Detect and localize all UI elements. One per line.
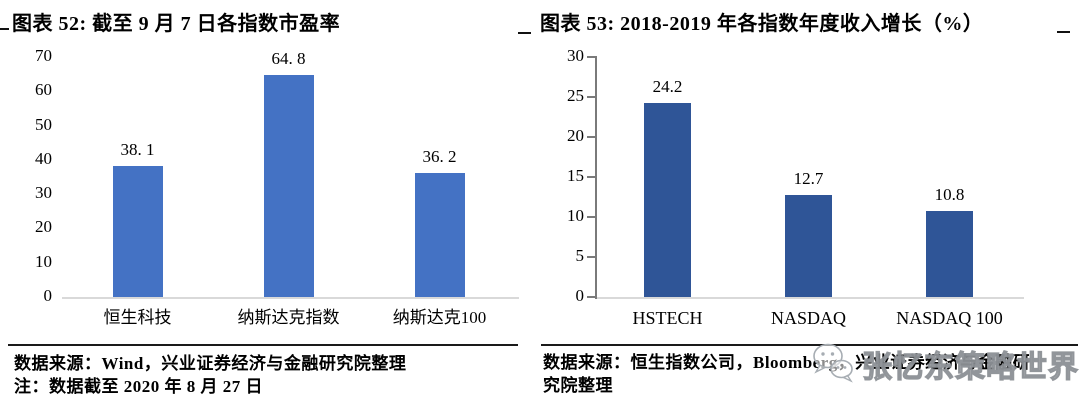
- y-axis-tick: [587, 216, 595, 218]
- divider-line: [8, 344, 518, 346]
- y-axis-label: 20: [567, 126, 584, 145]
- border-mark: [518, 32, 531, 34]
- bar: [112, 166, 163, 297]
- x-axis-baseline: [62, 297, 519, 299]
- x-axis-label: 恒生科技: [103, 308, 172, 327]
- border-mark: [0, 28, 9, 30]
- x-axis-label: NASDAQ: [770, 308, 846, 328]
- x-axis-label: 纳斯达克100: [392, 308, 487, 327]
- bar: [785, 195, 832, 297]
- bar: [926, 210, 973, 297]
- x-axis-label: HSTECH: [632, 308, 703, 328]
- source-line: 数据来源：Wind，兴业证券经济与金融研究院整理: [14, 354, 407, 373]
- y-axis-tick: [587, 56, 595, 58]
- bar: [263, 74, 314, 297]
- bar-value-label: 36. 2: [422, 146, 457, 166]
- source-line-continued: 究院整理: [543, 376, 613, 395]
- y-axis-label: 25: [567, 86, 584, 105]
- bar: [414, 172, 465, 297]
- bar-value-label: 12.7: [793, 169, 824, 189]
- figure-title: 图表 52: 截至 9 月 7 日各指数市盈率: [12, 13, 341, 35]
- y-axis-label: 50: [35, 114, 52, 134]
- y-axis-label: 10: [567, 206, 584, 225]
- note-line: 注：数据截至 2020 年 8 月 27 日: [14, 377, 263, 396]
- x-axis-label: 纳斯达克指数: [237, 308, 340, 327]
- y-axis-tick: [587, 176, 595, 178]
- bar-value-label: 10.8: [934, 184, 965, 204]
- x-axis-baseline: [597, 297, 1024, 299]
- y-axis-label: 0: [43, 286, 53, 305]
- divider-line: [541, 344, 1078, 346]
- y-axis-label: 20: [35, 217, 52, 237]
- y-axis-label: 10: [35, 251, 52, 271]
- bar-value-label: 64. 8: [271, 48, 306, 68]
- y-axis-label: 60: [35, 80, 52, 100]
- y-axis-label: 30: [35, 183, 52, 203]
- bar: [644, 103, 691, 297]
- y-axis-tick: [587, 136, 595, 138]
- source-line: 数据来源：恒生指数公司，Bloomberg，兴业证券经济与金融研: [543, 353, 1031, 372]
- bar-value-label: 24.2: [652, 77, 683, 97]
- bar-value-label: 38. 1: [120, 140, 155, 160]
- border-mark: [1057, 31, 1070, 33]
- figure-title: 图表 53: 2018-2019 年各指数年度收入增长（%）: [540, 13, 984, 35]
- y-axis-tick: [587, 256, 595, 258]
- y-axis-tick: [587, 96, 595, 98]
- y-axis-label: 15: [567, 166, 584, 185]
- x-axis-label: NASDAQ 100: [896, 308, 1003, 328]
- y-axis-label: 0: [575, 286, 585, 305]
- y-axis-line: [595, 56, 597, 299]
- y-axis-label: 70: [35, 46, 52, 65]
- y-axis-label: 5: [575, 246, 585, 265]
- y-axis-label: 30: [567, 46, 584, 65]
- y-axis-tick: [587, 296, 595, 298]
- y-axis-label: 40: [35, 148, 52, 168]
